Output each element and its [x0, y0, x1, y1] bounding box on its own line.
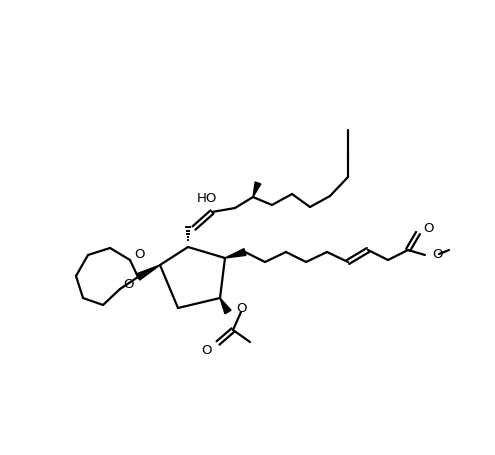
Polygon shape	[220, 298, 231, 314]
Text: O: O	[123, 278, 134, 290]
Text: O: O	[236, 302, 247, 314]
Text: O: O	[201, 344, 212, 358]
Text: HO: HO	[197, 192, 217, 206]
Polygon shape	[136, 265, 160, 280]
Text: O: O	[432, 248, 443, 261]
Polygon shape	[225, 248, 246, 258]
Text: O: O	[134, 248, 145, 261]
Text: O: O	[423, 222, 434, 234]
Polygon shape	[253, 182, 261, 197]
